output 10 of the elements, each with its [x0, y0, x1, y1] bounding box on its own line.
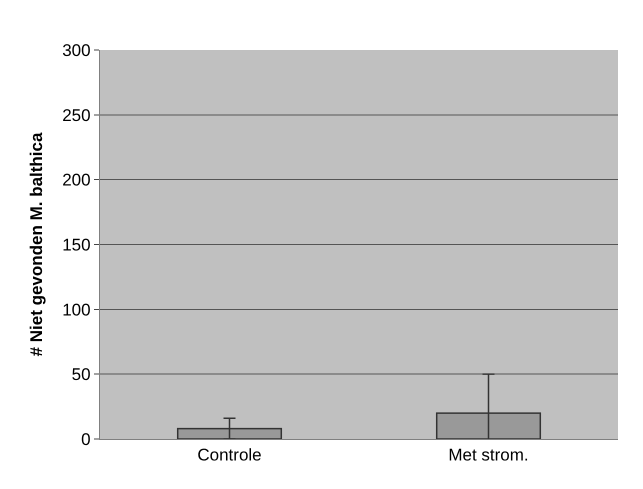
- y-tick-label: 300: [62, 40, 91, 60]
- y-axis-title: # Niet gevonden M. balthica: [26, 132, 46, 356]
- y-tick-label: 50: [72, 365, 91, 384]
- y-tick-label: 0: [81, 430, 91, 449]
- y-tick-label: 150: [62, 235, 91, 254]
- y-tick-label: 250: [62, 106, 91, 125]
- y-tick-label: 100: [62, 300, 91, 320]
- x-tick-label: Controle: [197, 445, 262, 464]
- x-tick-label: Met strom.: [448, 445, 529, 464]
- y-tick-label: 200: [62, 170, 91, 190]
